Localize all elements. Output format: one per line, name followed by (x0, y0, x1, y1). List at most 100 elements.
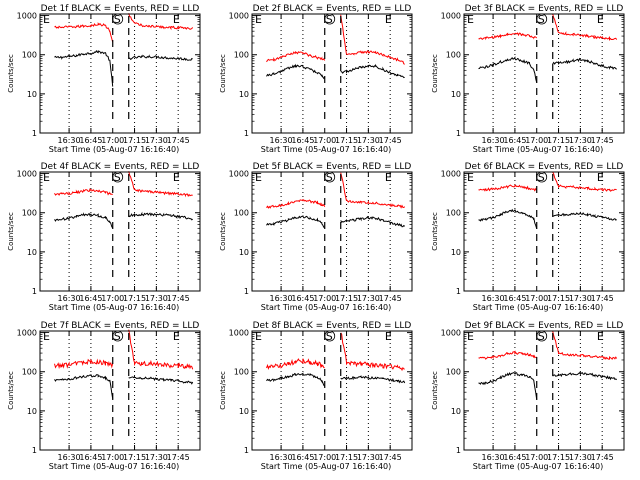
chart-title: Det 3f BLACK = Events, RED = LLD (465, 4, 624, 14)
marker-label-s: S (538, 13, 545, 26)
y-tick-label: 1 (456, 287, 461, 296)
lld-line-seg2 (340, 172, 406, 209)
marker-label-e: E (255, 13, 262, 26)
x-axis-label: Start Time (05-Aug-07 16:16:40) (49, 145, 180, 154)
x-axis-label: Start Time (05-Aug-07 16:16:40) (261, 462, 392, 471)
events-line-seg2 (340, 375, 406, 384)
y-tick-label: 10 (451, 407, 461, 416)
y-tick-label: 10 (239, 90, 249, 99)
x-tick-label: 17:30 (357, 453, 380, 462)
x-tick-label: 16:30 (58, 453, 81, 462)
y-tick-label: 10 (239, 248, 249, 257)
y-axis-label: Counts/sec (431, 212, 439, 251)
x-tick-label: 17:00 (313, 294, 336, 303)
x-tick-label: 17:00 (313, 136, 336, 145)
lld-line-seg2 (340, 332, 405, 372)
x-tick-label: 16:30 (482, 136, 505, 145)
x-tick-label: 17:30 (145, 453, 168, 462)
events-line-seg1 (478, 208, 538, 229)
lld-line-seg1 (266, 50, 326, 63)
marker-label-e: E (467, 13, 474, 26)
chart-title: Det 6f BLACK = Events, RED = LLD (465, 162, 624, 172)
x-tick-label: 17:30 (357, 136, 380, 145)
x-tick-label: 17:00 (313, 453, 336, 462)
x-tick-label: 16:30 (58, 294, 81, 303)
y-axis-label: Counts/sec (7, 212, 15, 251)
x-tick-label: 17:30 (569, 453, 592, 462)
x-tick-label: 16:45 (79, 136, 102, 145)
marker-label-s: S (326, 13, 333, 26)
x-tick-label: 17:45 (167, 136, 190, 145)
x-tick-label: 17:45 (379, 294, 402, 303)
x-tick-label: 16:45 (503, 136, 526, 145)
marker-label-e: E (467, 171, 474, 184)
y-tick-label: 10 (27, 407, 37, 416)
marker-label-e: E (385, 171, 392, 184)
marker-label-s: S (326, 330, 333, 343)
chart-title: Det 7f BLACK = Events, RED = LLD (41, 321, 200, 331)
events-line-seg2 (128, 211, 193, 221)
marker-label-e: E (467, 330, 474, 343)
x-tick-label: 16:45 (291, 453, 314, 462)
x-tick-label: 17:30 (145, 294, 168, 303)
chart-title: Det 4f BLACK = Events, RED = LLD (41, 162, 200, 172)
plot-frame (463, 171, 625, 292)
x-axis-label: Start Time (05-Aug-07 16:16:40) (49, 303, 180, 312)
marker-label-e: E (597, 171, 604, 184)
x-tick-label: 17:00 (101, 453, 124, 462)
events-line-seg2 (340, 215, 406, 228)
x-tick-label: 17:00 (101, 294, 124, 303)
lld-line-seg1 (54, 358, 114, 370)
x-tick-label: 17:45 (167, 453, 190, 462)
plot-frame (39, 171, 201, 292)
lld-line-seg2 (552, 330, 618, 360)
x-tick-label: 17:15 (547, 136, 570, 145)
x-axis-label: Start Time (05-Aug-07 16:16:40) (473, 462, 604, 471)
lld-line-seg1 (478, 350, 537, 360)
y-tick-label: 1000 (229, 329, 249, 338)
x-tick-label: 17:15 (335, 294, 358, 303)
x-tick-label: 17:15 (335, 136, 358, 145)
y-tick-label: 1000 (441, 329, 461, 338)
y-tick-label: 1 (32, 129, 37, 138)
y-tick-label: 1 (244, 129, 249, 138)
x-tick-label: 17:15 (335, 453, 358, 462)
y-axis-label: Counts/sec (219, 54, 227, 93)
x-tick-label: 17:30 (145, 136, 168, 145)
x-tick-label: 16:30 (270, 136, 293, 145)
y-tick-label: 100 (446, 368, 461, 377)
x-tick-label: 17:15 (123, 294, 146, 303)
events-line-seg2 (552, 371, 618, 381)
x-tick-label: 16:45 (79, 453, 102, 462)
marker-label-e: E (385, 13, 392, 26)
y-axis-label: Counts/sec (219, 212, 227, 251)
chart-title: Det 8f BLACK = Events, RED = LLD (253, 321, 412, 331)
events-line-seg1 (54, 49, 114, 87)
x-tick-label: 17:45 (591, 453, 614, 462)
x-tick-label: 17:30 (357, 294, 380, 303)
y-tick-label: 1000 (229, 170, 249, 179)
marker-label-s: S (538, 330, 545, 343)
x-tick-label: 17:15 (547, 294, 570, 303)
lld-line-seg2 (128, 13, 194, 31)
marker-label-e: E (385, 330, 392, 343)
x-tick-label: 17:45 (167, 294, 190, 303)
y-tick-label: 1 (244, 287, 249, 296)
y-tick-label: 100 (446, 51, 461, 60)
y-tick-label: 100 (22, 368, 37, 377)
x-tick-label: 16:30 (482, 453, 505, 462)
plot-frame (463, 330, 625, 451)
y-tick-label: 100 (22, 209, 37, 218)
y-tick-label: 10 (451, 90, 461, 99)
marker-label-e: E (255, 171, 262, 184)
marker-label-e: E (255, 330, 262, 343)
x-tick-label: 17:45 (379, 453, 402, 462)
marker-label-s: S (114, 171, 121, 184)
marker-label-e: E (43, 13, 50, 26)
